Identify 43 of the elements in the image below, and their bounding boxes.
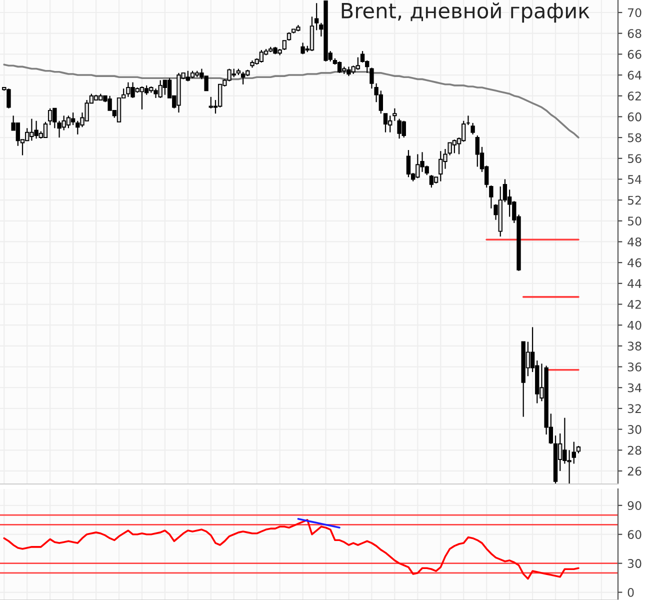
candlestick: [383, 113, 388, 133]
y-tick-label: 64: [628, 70, 642, 80]
y-tick-label: 90: [628, 501, 642, 510]
y-tick-label: 68: [628, 29, 642, 38]
candlestick: [489, 184, 494, 209]
line-series: [3, 518, 580, 580]
y-tick-label: 62: [628, 92, 641, 101]
line-series: [3, 64, 580, 138]
y-tick-label: 34: [628, 383, 642, 392]
y-tick-label: 30: [628, 559, 642, 568]
y-tick-label: 54: [628, 175, 642, 184]
y-tick-label: 42: [628, 300, 641, 309]
y-tick-label: 38: [628, 342, 642, 351]
y-tick-label: 44: [628, 279, 642, 288]
y-tick-label: 60: [628, 112, 642, 122]
candlestick: [470, 122, 475, 135]
candlestick: [314, 2, 319, 31]
y-tick-label: 70: [628, 8, 642, 18]
y-tick-label: 52: [628, 196, 641, 205]
y-tick-label: 50: [628, 216, 642, 226]
candlestick: [70, 112, 76, 126]
y-tick-label: 66: [628, 50, 642, 59]
y-tick-label: 26: [628, 466, 642, 476]
candlestick: [572, 441, 576, 464]
y-tick-label: 0: [628, 588, 634, 597]
y-tick-label: 48: [628, 237, 642, 246]
y-tick-label: 40: [628, 320, 642, 330]
chart-title: Brent, дневной график: [342, 2, 590, 23]
line-series: [297, 518, 340, 529]
y-tick-label: 46: [628, 258, 642, 268]
candlestick: [282, 40, 287, 51]
candlestick: [360, 50, 365, 64]
y-tick-label: 60: [628, 530, 642, 540]
y-tick-label: 30: [628, 425, 642, 434]
candlestick: [337, 60, 342, 74]
y-tick-label: 36: [628, 362, 642, 372]
candlestick: [406, 149, 411, 178]
y-tick-label: 58: [628, 133, 642, 142]
y-tick-label: 28: [628, 446, 642, 455]
y-tick-label: 56: [628, 154, 642, 164]
candlestick: [162, 80, 168, 96]
y-tick-label: 32: [628, 404, 641, 414]
candlestick: [429, 174, 434, 188]
